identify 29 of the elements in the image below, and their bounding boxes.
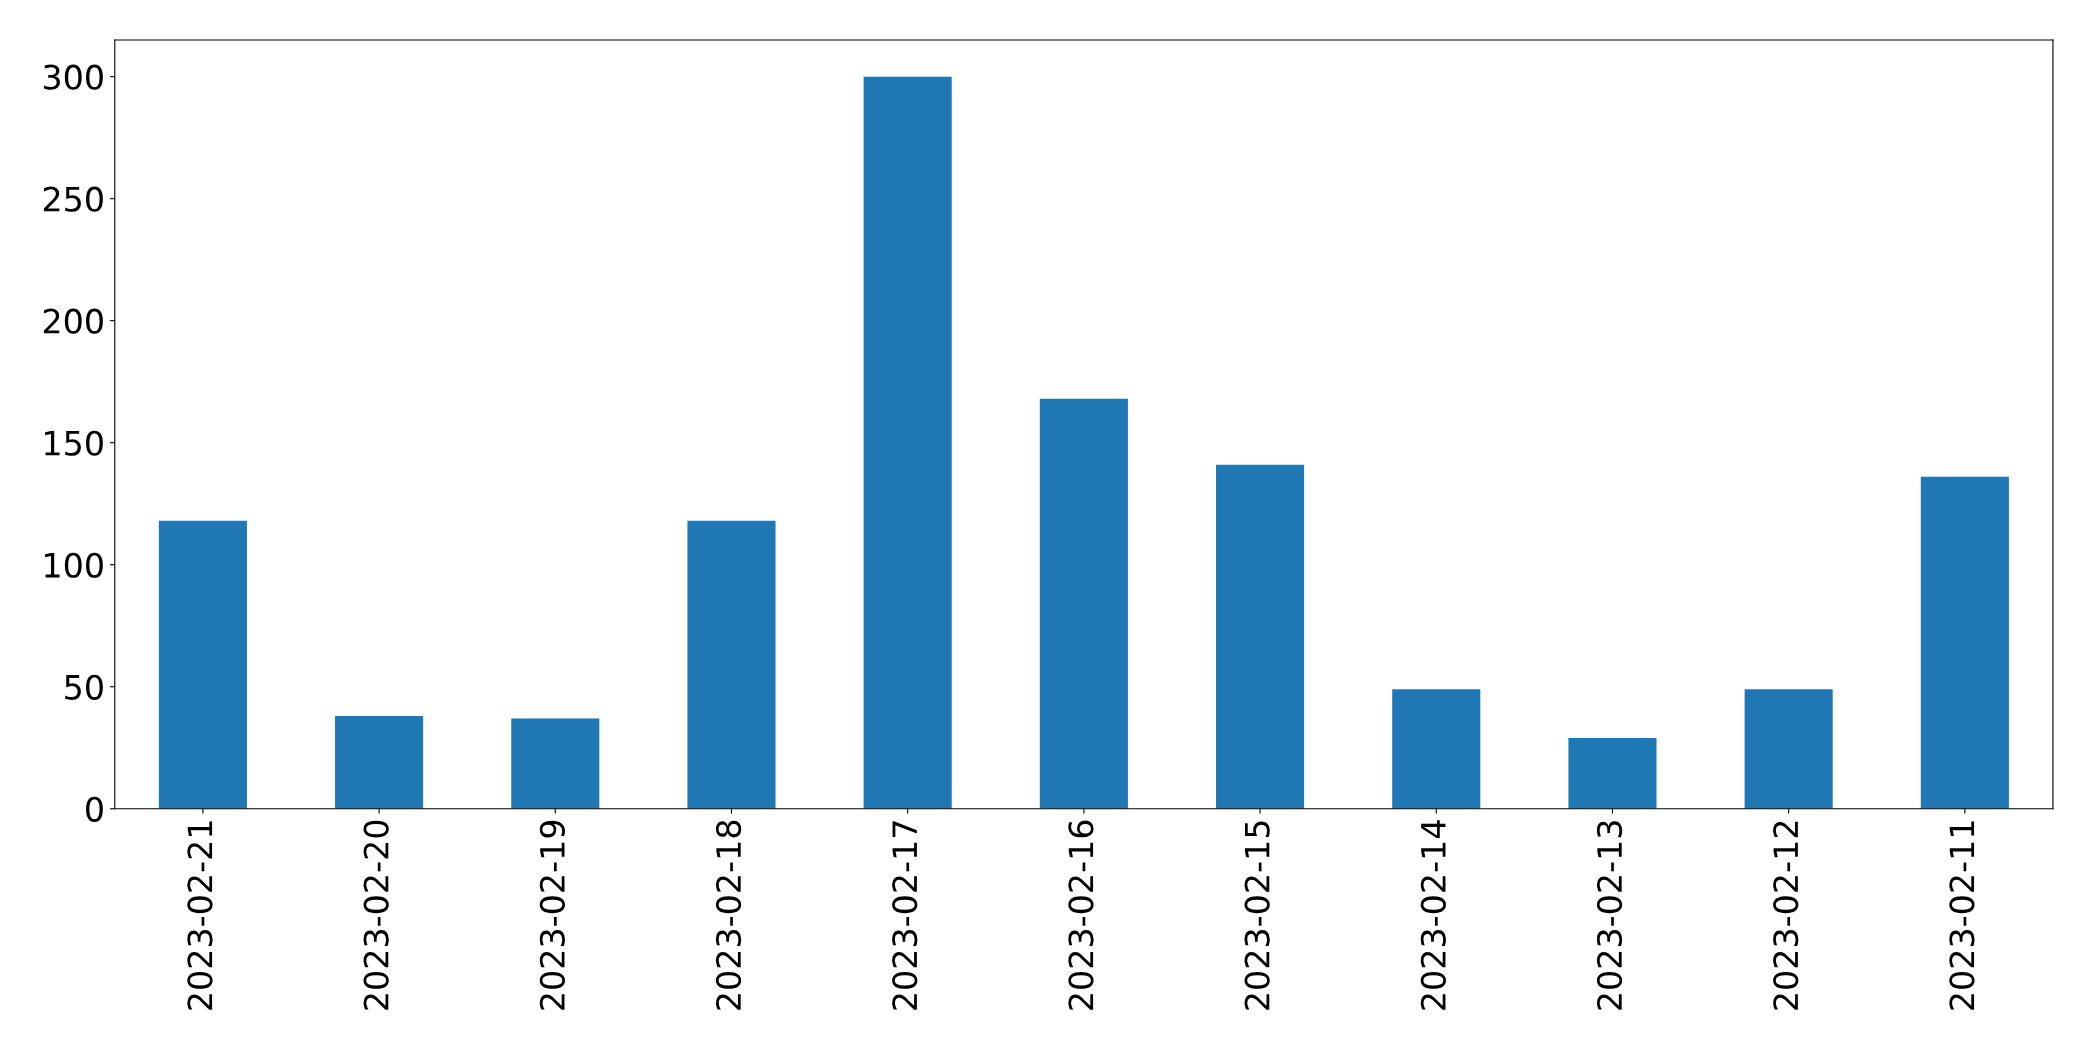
bar <box>158 520 247 809</box>
x-tick-label: 2023-02-17 <box>892 821 918 1010</box>
y-tick-label: 50 <box>65 674 103 700</box>
x-tick-label: 2023-02-13 <box>1596 821 1623 1010</box>
bar <box>1568 737 1657 809</box>
bar <box>687 520 776 809</box>
x-tick-label: 2023-02-20 <box>363 820 389 1010</box>
y-tick-label: 200 <box>43 308 103 334</box>
bar <box>1744 689 1833 809</box>
bar <box>335 716 424 809</box>
bar <box>1216 464 1305 809</box>
x-tick-label: 2023-02-21 <box>187 821 213 1010</box>
x-tick-label: 2023-02-11 <box>1949 821 1975 1010</box>
x-tick-label: 2023-02-12 <box>1773 821 1799 1010</box>
bar <box>1392 689 1481 809</box>
y-tick-label: 0 <box>86 796 103 822</box>
bar <box>1920 476 2009 809</box>
y-tick-label: 150 <box>45 430 103 456</box>
bar <box>863 76 952 809</box>
bar <box>1039 398 1128 809</box>
y-tick-label: 250 <box>43 186 103 212</box>
bar <box>511 718 600 809</box>
x-tick-label: 2023-02-19 <box>539 820 565 1010</box>
x-tick-label: 2023-02-15 <box>1244 821 1270 1010</box>
y-tick-label: 300 <box>43 64 103 90</box>
x-tick-label: 2023-02-14 <box>1420 820 1446 1010</box>
y-tick-label: 100 <box>45 552 103 578</box>
x-tick-label: 2023-02-16 <box>1068 820 1094 1010</box>
x-tick-label: 2023-02-18 <box>715 820 742 1010</box>
